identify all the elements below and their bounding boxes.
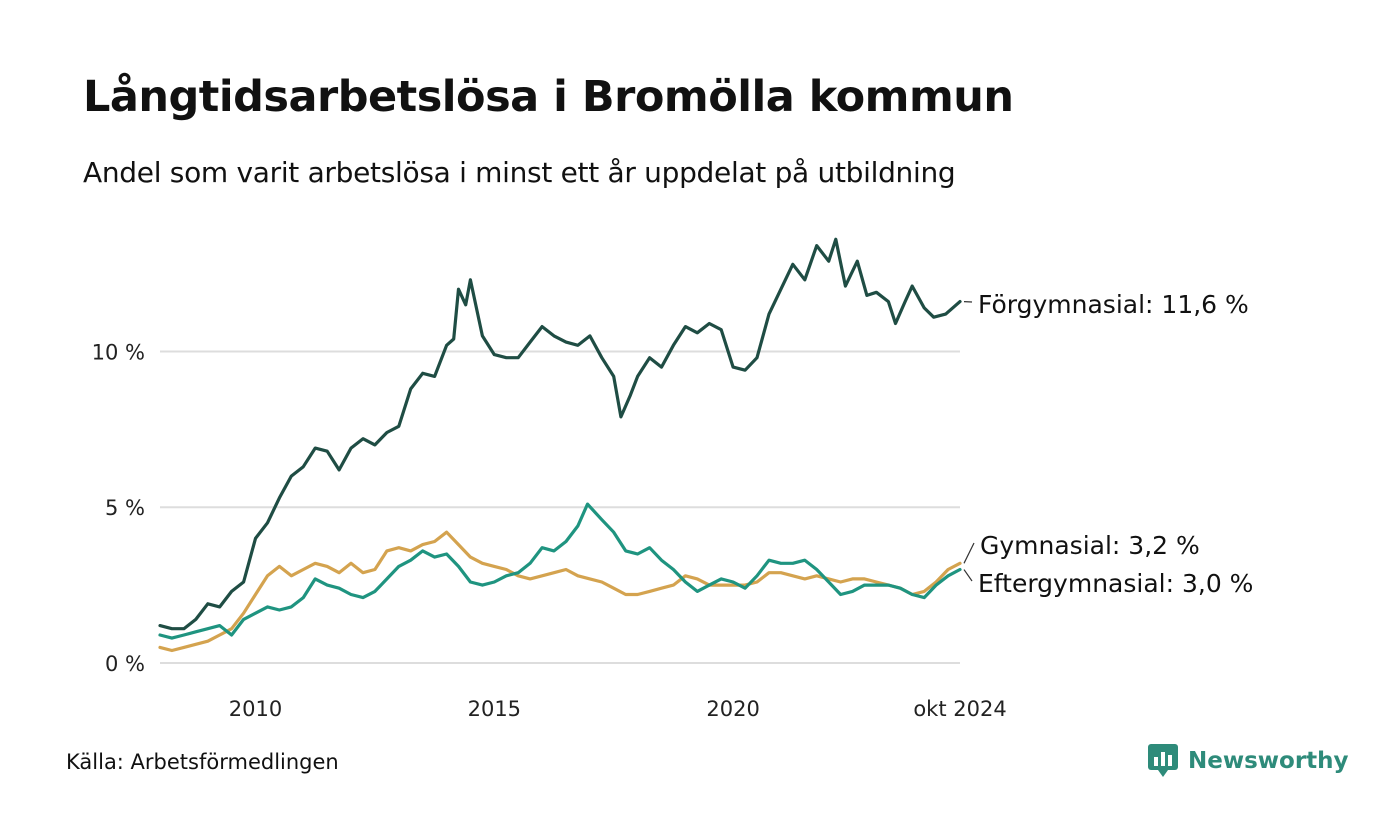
chart-title: Långtidsarbetslösa i Bromölla kommun (83, 72, 1014, 122)
y-tick-label: 10 % (92, 340, 145, 364)
brand-name: Newsworthy (1188, 748, 1349, 774)
source-note: Källa: Arbetsförmedlingen (66, 750, 339, 774)
chart-subtitle: Andel som varit arbetslösa i minst ett å… (83, 156, 956, 189)
series-end-label: Förgymnasial: 11,6 % (978, 290, 1249, 319)
y-tick-label: 5 % (105, 496, 145, 520)
series-line-förgymnasial (158, 237, 962, 631)
label-leader-line (963, 542, 975, 564)
x-tick-label: 2015 (468, 697, 521, 721)
y-tick-label: 0 % (105, 652, 145, 676)
x-tick-label: 2020 (706, 697, 759, 721)
x-tick-label: okt 2024 (913, 697, 1006, 721)
brand-logo[interactable]: Newsworthy (1148, 744, 1349, 778)
label-leader-line (963, 569, 973, 582)
series-end-label: Eftergymnasial: 3,0 % (978, 569, 1253, 598)
bar-chart-speech-icon (1148, 744, 1178, 777)
series-line-gymnasial (158, 530, 962, 653)
series-line-eftergymnasial (158, 502, 962, 640)
series-end-label: Gymnasial: 3,2 % (980, 531, 1200, 560)
x-tick-label: 2010 (229, 697, 282, 721)
